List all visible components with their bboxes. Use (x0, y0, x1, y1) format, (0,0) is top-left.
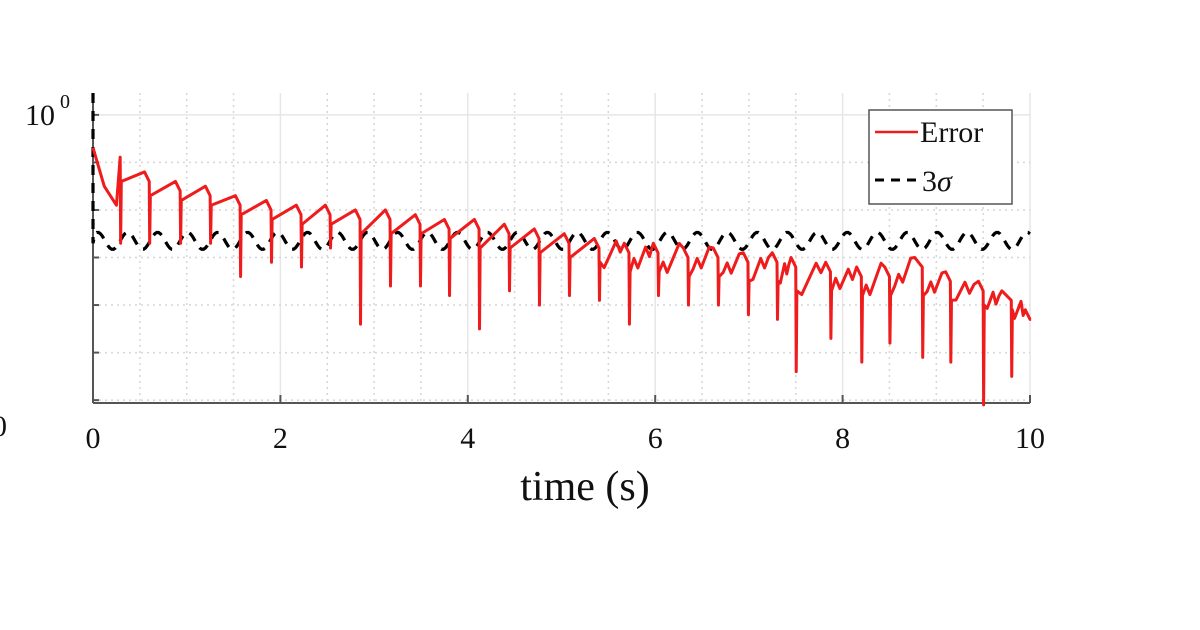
clipped-neighbor-label: 0 (0, 410, 7, 443)
x-tick-label: 2 (273, 422, 288, 455)
series-3sigma (91, 93, 1031, 251)
x-tick-labels: 0 2 4 6 8 10 (86, 422, 1046, 455)
legend-error-label: Error (920, 116, 983, 149)
x-axis-title: time (s) (520, 464, 649, 510)
legend-3sigma-number: 3 (922, 165, 937, 198)
line-error (91, 147, 1032, 407)
y-tick-label-exponent: 0 (60, 91, 70, 113)
x-tick-label: 4 (460, 422, 475, 455)
x-tick-label: 6 (648, 422, 663, 455)
legend: Error 3σ (868, 109, 1013, 205)
x-tick-label: 10 (1015, 422, 1045, 455)
x-tick-label: 8 (835, 422, 850, 455)
axes (92, 93, 1030, 404)
legend-box (868, 109, 1013, 205)
series-error (91, 147, 1032, 407)
x-tick-label: 0 (86, 422, 101, 455)
line-3sigma (91, 93, 1031, 251)
y-tick-label-base: 10 (25, 99, 55, 132)
legend-3sigma-label: 3σ (922, 165, 953, 198)
legend-sigma-symbol: σ (937, 165, 953, 198)
axis-ticks (92, 113, 1031, 403)
y-tick-label-10-0: 10 0 (25, 91, 70, 132)
